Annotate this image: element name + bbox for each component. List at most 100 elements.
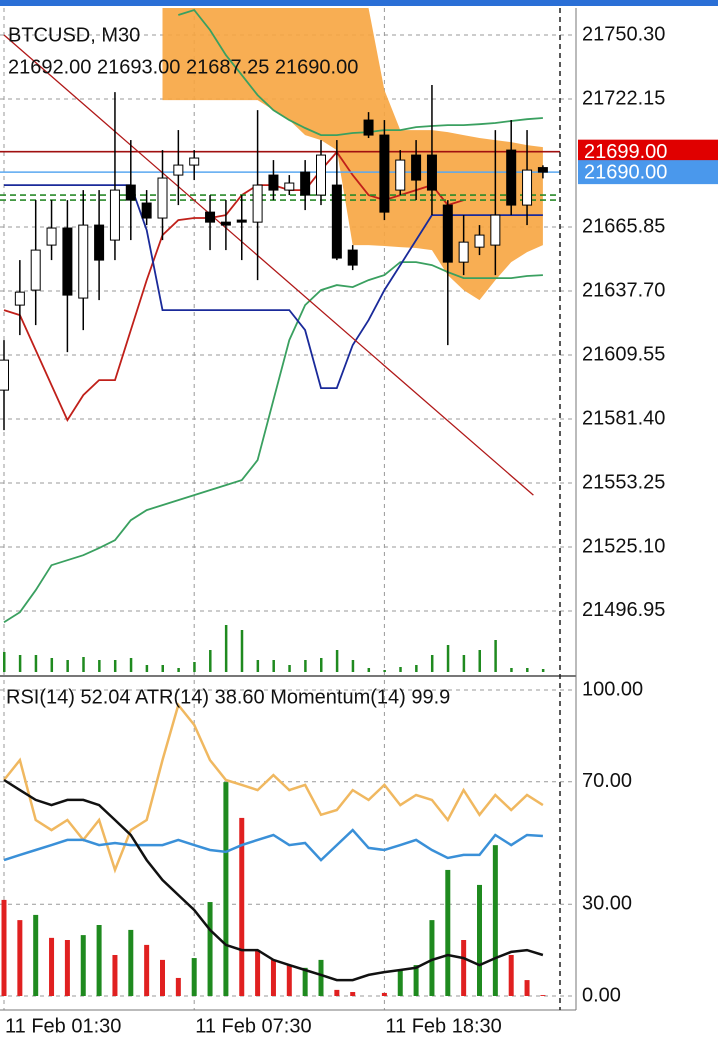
candle-body: [220, 221, 231, 226]
histogram-bar: [144, 944, 150, 996]
histogram-bar: [413, 965, 419, 996]
histogram-bar: [381, 992, 387, 996]
histogram-bar: [33, 914, 39, 996]
volume-bar: [98, 660, 101, 672]
histogram-bar: [302, 967, 308, 996]
candle-body: [205, 211, 216, 223]
histogram-bar: [96, 925, 102, 996]
candle-body: [411, 154, 422, 181]
histogram-bar: [524, 980, 530, 996]
histogram-bar: [270, 959, 276, 996]
candle-body: [316, 154, 326, 196]
candle-body: [125, 184, 136, 201]
y-tick-label: 21553.25: [582, 471, 665, 493]
candle-body: [537, 167, 548, 173]
y-tick-label: 21525.10: [582, 535, 665, 557]
candle-body: [395, 159, 406, 191]
y-tick-label: 21496.95: [582, 599, 665, 621]
ohlc-text: 21692.00 21693.00 21687.25 21690.00: [8, 56, 358, 78]
volume-bar: [240, 630, 244, 672]
y-tick-label: 21722.15: [582, 87, 665, 109]
candle-body: [189, 157, 200, 166]
y-tick-label: 21637.70: [582, 279, 665, 301]
volume-bar: [161, 665, 164, 672]
volume-bar: [320, 658, 323, 672]
volume-bar: [113, 660, 117, 672]
volume-bar: [209, 650, 212, 672]
volume-bar: [3, 652, 6, 672]
histogram-bar: [286, 965, 292, 996]
candle-body: [252, 184, 263, 223]
y-tick-label: 21665.85: [582, 215, 665, 237]
candle-body: [474, 234, 485, 248]
volume-bar: [177, 668, 180, 672]
indicator-line: [3, 828, 543, 862]
price-tag-label: 21690.00: [584, 161, 667, 183]
indicator-line: [3, 778, 544, 982]
histogram-bar: [429, 920, 435, 996]
histogram-bar: [492, 845, 498, 996]
volume-bar: [129, 658, 133, 672]
histogram-bar: [128, 929, 134, 996]
candle-body: [363, 119, 374, 136]
y-tick-label: 0.00: [582, 984, 621, 1006]
x-tick-label: 11 Feb 07:30: [195, 1015, 311, 1037]
indicator-line: [178, 8, 543, 137]
indicator-line: [3, 702, 544, 874]
histogram-bar: [191, 958, 197, 996]
volume-bar: [145, 665, 149, 672]
indicator-line: [3, 261, 543, 623]
volume-bar: [383, 670, 386, 672]
candle-body: [94, 224, 105, 261]
histogram-bar: [508, 954, 514, 996]
volume-bar: [193, 662, 196, 672]
histogram-bar: [160, 959, 165, 996]
candle-body: [506, 149, 517, 206]
volume-bar: [256, 660, 260, 672]
volume-bar: [50, 658, 54, 672]
histogram-bar: [334, 989, 340, 996]
candle-body: [458, 241, 469, 263]
histogram-bar: [318, 959, 324, 996]
volume-bar: [510, 668, 513, 672]
histogram-bar: [207, 902, 213, 996]
histogram-bar: [540, 995, 546, 996]
histogram-bar: [477, 884, 482, 996]
histogram-bar: [350, 992, 356, 996]
volume-bar: [462, 655, 466, 672]
candle-body: [442, 204, 453, 263]
volume-bar: [66, 660, 69, 672]
y-tick-label: 21609.55: [582, 343, 665, 365]
candle-body: [379, 134, 390, 213]
histogram-bar: [80, 935, 86, 996]
histogram-bar: [461, 940, 467, 996]
top-bar: [0, 0, 718, 6]
volume-bar: [272, 660, 275, 672]
candle-body: [62, 227, 73, 296]
x-tick-label: 11 Feb 18:30: [385, 1015, 501, 1037]
candle-body: [426, 154, 437, 191]
histogram-bar: [49, 937, 55, 996]
candle-body: [268, 174, 279, 191]
candle-body: [173, 164, 184, 176]
y-tick-label: 100.00: [582, 678, 643, 700]
volume-bar: [351, 660, 355, 672]
candle-body: [78, 224, 89, 299]
candle-body: [522, 169, 533, 206]
volume-bar: [288, 665, 291, 672]
indicator-legend: RSI(14) 52.04 ATR(14) 38.60 Momentum(14)…: [6, 686, 450, 708]
price-tag: [578, 139, 718, 164]
histogram-bar: [17, 920, 23, 996]
candle-body: [14, 291, 25, 306]
histogram-bar: [397, 969, 403, 996]
volume-bar: [478, 650, 481, 672]
price-tag: [578, 160, 718, 185]
volume-bar: [430, 655, 434, 672]
candle-body: [490, 214, 501, 246]
volume-bar: [335, 650, 339, 672]
histogram-bar: [112, 954, 118, 996]
y-tick-label: 30.00: [582, 892, 632, 914]
histogram-bar: [1, 899, 7, 996]
